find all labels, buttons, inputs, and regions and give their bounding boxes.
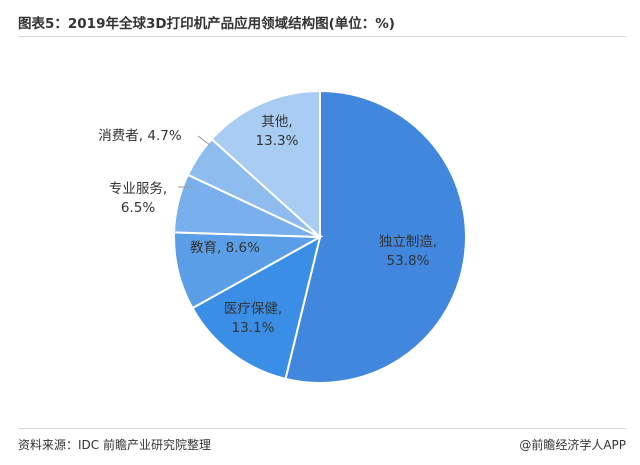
slice-label-1: 独立制造, 53.8% bbox=[379, 234, 437, 269]
slice-label-3: 教育, 8.6% bbox=[190, 240, 260, 256]
pie-slice-2 bbox=[191, 235, 322, 381]
slice-label-4: 专业服务, 6.5% bbox=[109, 181, 167, 216]
slice-label-2: 医疗保健, 13.1% bbox=[224, 301, 282, 336]
chart-title: 图表5：2019年全球3D打印机产品应用领域结构图(单位：%) bbox=[18, 16, 395, 32]
footer-divider bbox=[18, 428, 626, 429]
slice-label-6: 其他, 13.3% bbox=[256, 114, 299, 149]
pie-slice-1 bbox=[284, 89, 467, 384]
source-note: 资料来源：IDC 前瞻产业研究院整理 bbox=[18, 438, 211, 452]
slice-label-5: 消费者, 4.7% bbox=[98, 128, 182, 144]
pie-slice-6 bbox=[210, 89, 321, 240]
leader-line-5 bbox=[197, 135, 211, 146]
title-divider bbox=[18, 36, 626, 37]
brand-credit: @前瞻经济学人APP bbox=[519, 438, 626, 452]
